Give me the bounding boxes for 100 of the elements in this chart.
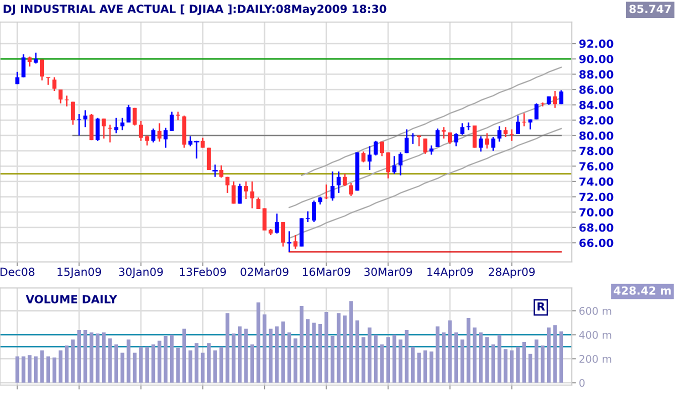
bar	[120, 352, 124, 383]
bar	[238, 326, 242, 383]
candlestick	[442, 126, 446, 140]
candlestick	[232, 180, 236, 204]
bar	[547, 328, 551, 383]
candlestick	[102, 118, 106, 140]
bar	[454, 332, 458, 383]
candlestick	[21, 54, 26, 78]
candlestick	[64, 94, 69, 108]
annotation: R	[538, 302, 545, 310]
bar	[312, 322, 316, 383]
y-tick-label: 80.00	[579, 131, 614, 140]
bar	[318, 324, 322, 383]
bar	[336, 313, 341, 383]
candlestick	[250, 180, 254, 209]
candlestick	[28, 56, 32, 68]
bar	[52, 358, 56, 383]
bar	[368, 328, 372, 383]
x-tick-label: 02Mar09	[240, 268, 288, 276]
candlestick	[225, 176, 230, 194]
candlestick	[120, 117, 124, 131]
bar	[466, 318, 470, 383]
bar	[498, 334, 502, 383]
bar	[164, 336, 168, 383]
bar	[516, 346, 520, 383]
bar	[145, 346, 149, 383]
y-tick-label: 72.00	[579, 192, 614, 202]
bar	[256, 302, 260, 383]
bar	[472, 328, 477, 383]
y-tick-label: 74.00	[579, 177, 614, 186]
bar	[281, 322, 285, 383]
bar	[398, 340, 402, 383]
x-tick-label: 30Mar09	[364, 268, 412, 276]
line-series	[288, 97, 562, 208]
x-tick-label: 14Apr09	[427, 268, 473, 278]
bar	[343, 316, 347, 383]
candlestick	[349, 182, 354, 197]
bar	[504, 349, 508, 383]
candlestick	[281, 221, 286, 248]
candlestick	[472, 124, 477, 148]
candlestick	[262, 208, 267, 232]
candlestick	[145, 134, 150, 146]
bar	[442, 332, 446, 383]
y-tick-label: 66.00	[579, 238, 614, 248]
candlestick	[423, 138, 428, 155]
y-tick-label: 84.00	[579, 100, 614, 110]
candlestick	[15, 71, 20, 85]
candlestick	[114, 117, 118, 134]
bar	[46, 356, 50, 383]
candlestick	[157, 122, 162, 142]
bar	[58, 350, 62, 383]
candlestick	[138, 120, 143, 142]
y-tick-label: 0	[579, 378, 585, 387]
bar	[83, 330, 88, 383]
candlestick	[522, 112, 526, 127]
candlestick	[491, 136, 496, 152]
y-tick-label: 70.00	[579, 208, 614, 216]
candlestick	[83, 110, 88, 128]
bar	[553, 325, 557, 383]
candlestick	[306, 210, 310, 223]
bar	[479, 332, 483, 383]
candlestick	[392, 155, 396, 174]
bar	[102, 332, 106, 383]
bar	[436, 326, 440, 383]
candlestick	[34, 52, 38, 64]
bar	[386, 337, 390, 383]
bar	[423, 350, 428, 383]
candlestick	[374, 140, 378, 156]
bar	[300, 306, 304, 383]
y-tick-label: 92.00	[579, 40, 614, 48]
bar	[330, 336, 334, 383]
candlestick	[132, 107, 137, 126]
bar	[244, 328, 248, 383]
candlestick	[454, 132, 458, 147]
bar	[71, 340, 75, 383]
bar	[540, 346, 545, 383]
x-tick-label: 13Feb09	[180, 267, 226, 276]
y-tick-label: 88.00	[579, 70, 614, 79]
y-tick-label: 68.00	[579, 223, 614, 232]
candlestick	[170, 111, 174, 132]
y-tick-label: 82.00	[579, 116, 614, 125]
candlestick	[336, 170, 341, 194]
candlestick	[324, 184, 328, 200]
bar	[287, 332, 292, 383]
y-tick-label: 78.00	[579, 146, 614, 156]
bar	[268, 328, 273, 383]
bar	[559, 331, 564, 383]
bar	[64, 346, 69, 383]
candlestick	[504, 126, 508, 138]
candlestick	[380, 140, 384, 157]
candlestick	[398, 152, 403, 176]
x-tick-label: 16Mar09	[302, 268, 350, 276]
bar	[362, 337, 366, 383]
candlestick	[342, 173, 347, 187]
bar	[324, 312, 328, 383]
candlestick	[460, 122, 464, 136]
bar	[460, 340, 464, 383]
candlestick	[436, 128, 440, 148]
bar	[170, 334, 174, 383]
bar	[522, 342, 526, 383]
